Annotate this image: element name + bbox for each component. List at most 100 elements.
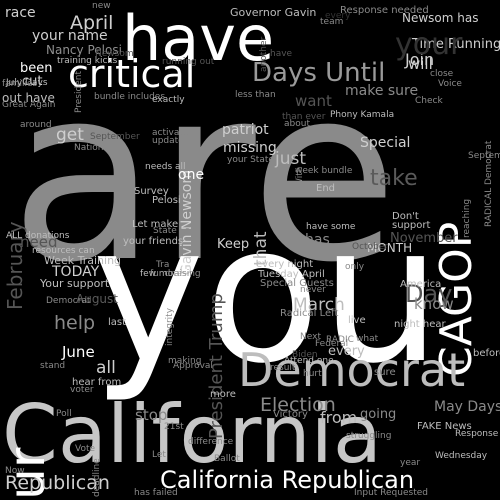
word-94: more [210,389,236,400]
word-69: support [392,220,431,231]
word-118: close [430,69,454,79]
word-83: Response [455,429,499,439]
word-143: reaching [462,198,472,238]
word-145: another [259,36,269,72]
word-33: want [295,92,332,110]
word-79: Wednesday [435,451,488,461]
word-61: Special Guests [260,278,334,289]
word-3: have [122,2,275,75]
word-114: update [152,136,184,146]
word-125: integrity [165,307,175,346]
word-129: result [270,363,296,373]
word-70: Survey [134,186,169,197]
word-144: Septem [468,151,500,161]
word-93: Poll [56,409,72,419]
word-76: Phony Kamala [330,110,395,120]
word-122: new [92,1,111,11]
word-49: going [360,407,397,422]
word-78: Ballot [214,454,240,464]
word-38: know [414,295,454,313]
word-103: needs all [145,162,186,172]
word-25: missing [223,140,277,156]
word-27: take [370,166,418,191]
word-39: every [328,344,365,359]
word-20: Gavin Newsom [179,170,195,275]
word-68: Don't [392,211,419,222]
word-45: August [76,292,118,306]
word-133: Federal [315,339,349,349]
word-111: week bundle [295,166,353,176]
word-88: deadline [92,458,102,497]
word-15: been [20,61,53,76]
word-65: last [108,317,127,328]
word-127: Let [152,450,166,460]
word-142: families [2,79,38,89]
word-34: Day [405,280,453,308]
word-121: team [320,17,344,27]
word-67: America [400,279,442,290]
word-9: Days Until [252,58,386,88]
word-7: Democrat [238,343,466,397]
word-26: Special [360,135,411,151]
word-1: you [92,184,442,405]
word-101: bundle includes [94,92,166,102]
word-16: cut [22,74,43,89]
word-96: resources can [32,246,95,256]
word-97: ALL donations [6,231,70,241]
word-55: Week Training [44,254,122,267]
word-137: than ever [282,112,326,122]
word-146: have [270,49,293,59]
word-82: difference [188,437,234,447]
word-107: only [345,262,365,272]
word-14: Nancy Pelosi [46,43,122,57]
word-140: Vote [75,444,96,454]
word-104: State Leg [153,226,196,236]
word-0: are [10,35,399,315]
word-74: Input Requested [354,488,428,498]
word-72: End [316,183,336,194]
word-54: Governor Gavin [230,6,317,19]
word-105: have some [306,222,356,232]
word-92: stand [40,361,66,371]
word-95: 21st [164,422,184,432]
word-91: hear from [72,377,122,388]
word-123: Voice [438,79,462,89]
word-40: June [62,343,95,361]
word-36: MONTH [367,241,413,255]
word-112: your State [227,155,274,165]
word-17: out have [2,91,55,105]
word-139: never [300,285,326,295]
word-148: Newsom [95,49,134,59]
word-120: around [20,120,52,130]
word-106: few more [140,269,183,279]
word-89: struggling [346,431,392,441]
word-150: every [325,11,351,21]
word-85: Now [5,466,25,476]
word-98: training kicks [57,56,118,66]
word-99: July Days [6,78,48,88]
word-43: need [20,233,58,251]
word-117: Check [415,96,443,106]
word-10: Republican [5,472,110,494]
word-147: your [395,27,463,62]
word-110: Tra [156,260,170,270]
word-58: Let make [132,219,179,230]
word-31: Newsom has [402,11,479,25]
word-84: year [400,458,421,468]
word-46: Election [260,394,336,416]
word-73: Response needed [340,5,429,16]
word-63: night hear [394,319,446,330]
word-102: exactly [152,95,185,105]
word-113: activate [152,128,189,138]
word-11: April [70,12,114,34]
word-66: before [473,348,500,359]
word-80: Victory [273,409,308,420]
word-51: has [305,232,330,248]
word-50: stop [135,406,168,424]
word-47: May Days [434,399,500,415]
word-116: National [74,143,112,153]
word-81: FAKE News [417,421,472,432]
word-71: Pelosi [152,195,181,206]
word-138: about [284,119,310,129]
